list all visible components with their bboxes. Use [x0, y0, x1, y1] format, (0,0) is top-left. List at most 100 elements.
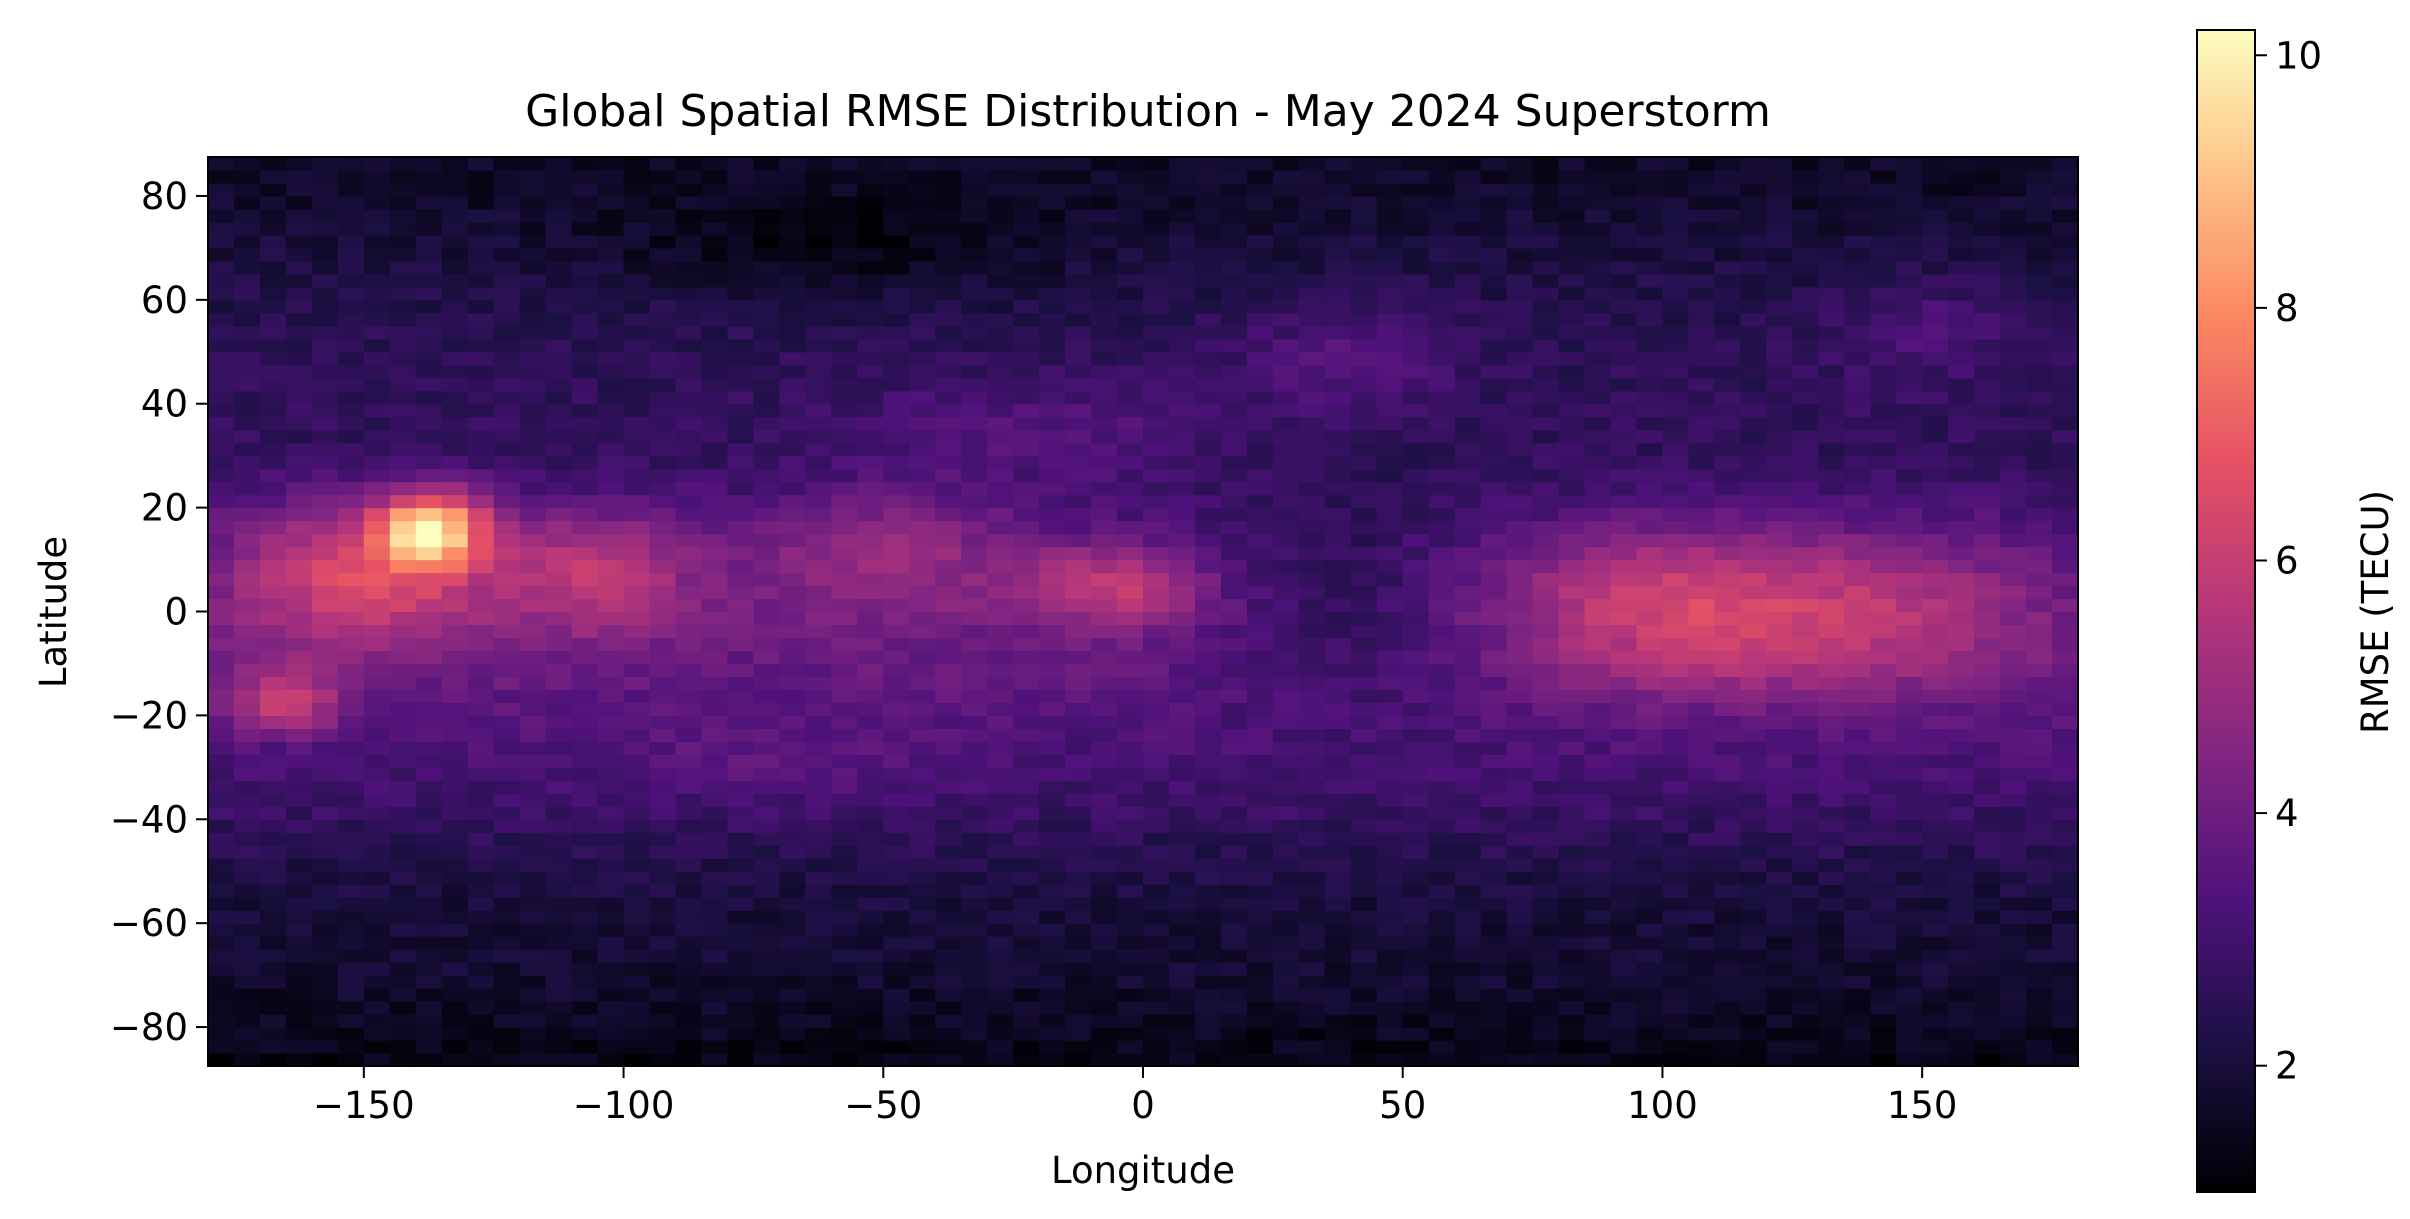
heatmap-cell — [909, 728, 936, 742]
heatmap-cell — [1220, 533, 1248, 548]
heatmap-cell — [1143, 390, 1170, 405]
heatmap-cell — [441, 650, 469, 665]
heatmap-cell — [1143, 234, 1170, 249]
heatmap-cell — [259, 806, 287, 820]
heatmap-cell — [961, 689, 988, 703]
heatmap-cell — [1272, 650, 1300, 665]
heatmap-cell — [883, 741, 910, 755]
heatmap-cell — [1558, 338, 1586, 353]
heatmap-cell — [259, 962, 287, 976]
heatmap-cell — [831, 481, 858, 496]
heatmap-cell — [1714, 494, 1741, 509]
heatmap-cell — [2000, 546, 2027, 561]
heatmap-cell — [1662, 1001, 1690, 1015]
heatmap-cell — [519, 169, 547, 184]
heatmap-cell — [1714, 416, 1741, 431]
heatmap-cell — [1376, 520, 1404, 535]
heatmap-cell — [1402, 559, 1430, 574]
heatmap-cell — [1168, 157, 1196, 171]
heatmap-cell — [1610, 351, 1638, 366]
heatmap-cell — [1974, 988, 2001, 1002]
heatmap-cell — [1636, 780, 1664, 794]
heatmap-cell — [779, 585, 806, 600]
heatmap-cell — [1246, 377, 1274, 392]
heatmap-cell — [1532, 871, 1560, 885]
heatmap-cell — [1324, 338, 1352, 353]
heatmap-cell — [1792, 507, 1819, 522]
heatmap-cell — [1506, 767, 1534, 781]
heatmap-cell — [1974, 806, 2001, 820]
heatmap-cell — [519, 1040, 547, 1054]
heatmap-cell — [1818, 157, 1845, 171]
heatmap-cell — [597, 390, 625, 405]
heatmap-cell — [1948, 182, 1975, 197]
heatmap-cell — [857, 598, 884, 613]
heatmap-cell — [389, 780, 417, 794]
heatmap-cell — [805, 780, 832, 794]
heatmap-cell — [649, 468, 677, 483]
heatmap-cell — [1532, 338, 1560, 353]
heatmap-cell — [987, 923, 1014, 937]
heatmap-cell — [285, 611, 313, 626]
heatmap-cell — [1402, 468, 1430, 483]
heatmap-cell — [1350, 624, 1378, 639]
heatmap-cell — [1143, 260, 1170, 275]
heatmap-cell — [363, 221, 391, 236]
heatmap-cell — [1740, 325, 1767, 340]
heatmap-cell — [1948, 975, 1975, 989]
heatmap-cell — [1584, 845, 1612, 859]
heatmap-cell — [675, 650, 703, 665]
heatmap-cell — [2052, 1027, 2079, 1041]
heatmap-cell — [1480, 1027, 1508, 1041]
heatmap-cell — [701, 767, 729, 781]
heatmap-cell — [1584, 221, 1612, 236]
heatmap-cell — [363, 481, 391, 496]
heatmap-cell — [1246, 546, 1274, 561]
heatmap-cell — [1143, 962, 1170, 976]
heatmap-cell — [1818, 234, 1845, 249]
heatmap-cell — [1246, 611, 1274, 626]
heatmap-cell — [831, 858, 858, 872]
heatmap-cell — [1714, 286, 1741, 301]
heatmap-cell — [441, 507, 469, 522]
heatmap-cell — [1324, 689, 1352, 703]
heatmap-cell — [571, 767, 599, 781]
heatmap-cell — [1948, 260, 1975, 275]
heatmap-cell — [1558, 260, 1586, 275]
heatmap-cell — [1298, 819, 1326, 833]
heatmap-cell — [623, 819, 651, 833]
heatmap-cell — [1610, 520, 1638, 535]
heatmap-cell — [1039, 416, 1066, 431]
heatmap-cell — [1636, 897, 1664, 911]
heatmap-cell — [1948, 546, 1975, 561]
heatmap-cell — [233, 897, 261, 911]
heatmap-cell — [701, 741, 729, 755]
heatmap-cell — [233, 910, 261, 924]
heatmap-cell — [1272, 1014, 1300, 1028]
heatmap-cell — [571, 455, 599, 470]
heatmap-cell — [1636, 234, 1664, 249]
heatmap-cell — [1506, 403, 1534, 418]
heatmap-cell — [545, 416, 573, 431]
heatmap-cell — [389, 624, 417, 639]
heatmap-cell — [1168, 325, 1196, 340]
heatmap-cell — [779, 416, 806, 431]
heatmap-cell — [1298, 611, 1326, 626]
heatmap-cell — [805, 377, 832, 392]
heatmap-cell — [1740, 598, 1767, 613]
heatmap-cell — [961, 793, 988, 807]
heatmap-cell — [233, 715, 261, 729]
heatmap-cell — [1480, 663, 1508, 678]
heatmap-cell — [1324, 715, 1352, 729]
heatmap-cell — [1532, 481, 1560, 496]
heatmap-cell — [1740, 884, 1767, 898]
heatmap-cell — [2000, 819, 2027, 833]
heatmap-cell — [1766, 871, 1793, 885]
heatmap-cell — [1402, 871, 1430, 885]
heatmap-cell — [415, 338, 443, 353]
heatmap-cell — [389, 572, 417, 587]
heatmap-cell — [1870, 845, 1897, 859]
heatmap-cell — [545, 221, 573, 236]
heatmap-cell — [987, 286, 1014, 301]
heatmap-cell — [935, 884, 962, 898]
